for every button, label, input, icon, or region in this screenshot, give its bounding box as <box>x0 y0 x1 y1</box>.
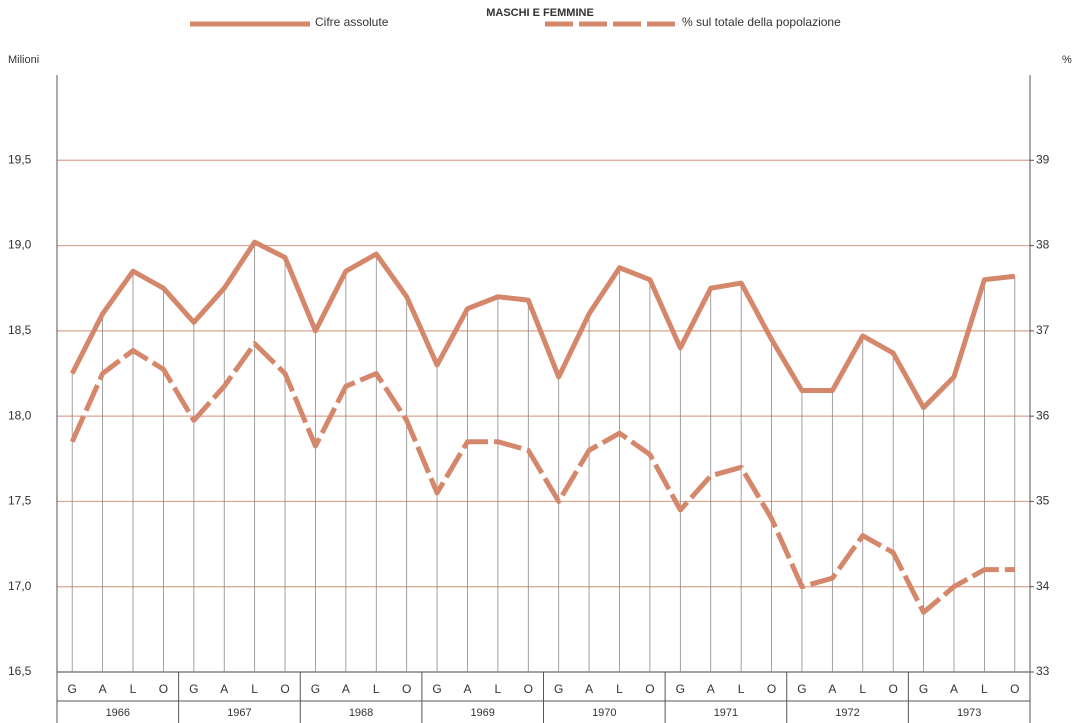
y2-tick-label: 35 <box>1036 494 1050 508</box>
x-tick-label: G <box>432 682 441 696</box>
x-tick-label: G <box>189 682 198 696</box>
legend-label: Cifre assolute <box>315 15 389 29</box>
y-tick-label: 16,5 <box>8 664 32 678</box>
x-tick-label: A <box>463 682 471 696</box>
x-tick-label: G <box>68 682 77 696</box>
y2-tick-label: 34 <box>1036 579 1050 593</box>
y-tick-label: 19,0 <box>8 238 32 252</box>
x-tick-label: A <box>342 682 350 696</box>
x-tick-label: A <box>99 682 107 696</box>
y-tick-label: 18,5 <box>8 323 32 337</box>
y-tick-label: 17,0 <box>8 579 32 593</box>
x-tick-label: L <box>616 682 623 696</box>
series-line <box>69 341 1015 615</box>
year-label: 1971 <box>714 707 738 719</box>
x-tick-label: A <box>585 682 593 696</box>
chart-title: MASCHI E FEMMINE <box>486 7 594 19</box>
x-tick-label: L <box>251 682 258 696</box>
x-tick-label: G <box>554 682 563 696</box>
x-tick-label: O <box>524 682 533 696</box>
x-tick-label: O <box>1010 682 1019 696</box>
y2-tick-label: 37 <box>1036 323 1050 337</box>
x-tick-label: A <box>220 682 228 696</box>
y2-tick-label: 33 <box>1036 664 1050 678</box>
x-tick-label: L <box>495 682 502 696</box>
x-tick-label: L <box>738 682 745 696</box>
x-tick-label: L <box>859 682 866 696</box>
y2-tick-label: 38 <box>1036 238 1050 252</box>
year-label: 1969 <box>470 707 494 719</box>
legend-label: % sul totale della popolazione <box>682 15 841 29</box>
year-label: 1967 <box>227 707 251 719</box>
x-tick-label: G <box>676 682 685 696</box>
year-label: 1973 <box>957 707 981 719</box>
x-tick-label: A <box>950 682 958 696</box>
y-tick-label: 18,0 <box>8 408 32 422</box>
y2-tick-label: 36 <box>1036 408 1050 422</box>
y-axis-label: Milioni <box>8 54 39 66</box>
year-label: 1966 <box>106 707 130 719</box>
x-tick-label: L <box>130 682 137 696</box>
series-line <box>69 239 1016 411</box>
y2-axis-label: % <box>1062 54 1072 66</box>
x-tick-label: O <box>767 682 776 696</box>
x-tick-label: O <box>402 682 411 696</box>
y-tick-label: 17,5 <box>8 494 32 508</box>
x-tick-label: O <box>159 682 168 696</box>
x-tick-label: L <box>981 682 988 696</box>
x-tick-label: A <box>707 682 715 696</box>
x-tick-label: G <box>797 682 806 696</box>
year-label: 1968 <box>349 707 373 719</box>
x-tick-label: O <box>889 682 898 696</box>
x-tick-label: O <box>280 682 289 696</box>
year-label: 1972 <box>835 707 859 719</box>
x-tick-label: G <box>919 682 928 696</box>
x-tick-label: O <box>645 682 654 696</box>
x-tick-label: G <box>311 682 320 696</box>
y2-tick-label: 39 <box>1036 152 1050 166</box>
year-label: 1970 <box>592 707 616 719</box>
x-tick-label: L <box>373 682 380 696</box>
y-tick-label: 19,5 <box>8 152 32 166</box>
x-tick-label: A <box>828 682 836 696</box>
